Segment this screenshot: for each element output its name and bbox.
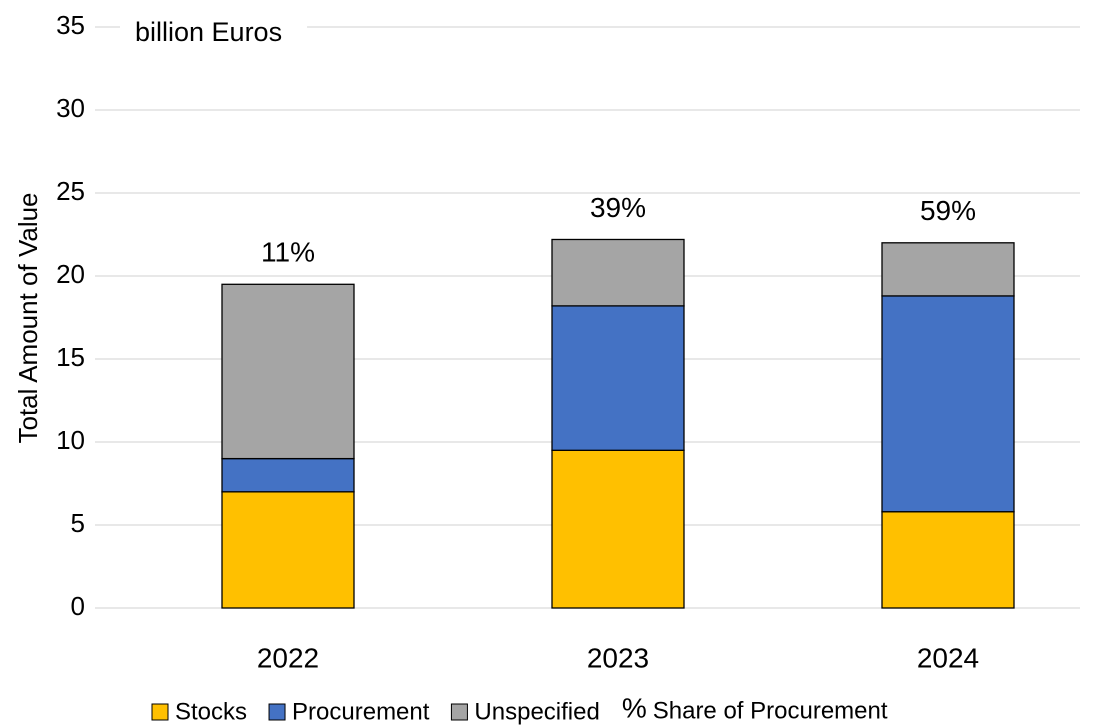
- y-tick-label: 30: [56, 93, 85, 123]
- legend-label: Unspecified: [474, 698, 599, 725]
- unit-label: billion Euros: [135, 17, 282, 47]
- x-tick-label: 2022: [257, 642, 319, 673]
- y-tick-label: 5: [71, 508, 85, 538]
- share-label: 39%: [590, 192, 646, 223]
- y-tick-label: 25: [56, 176, 85, 206]
- unit-backing: [120, 7, 308, 47]
- y-tick-label: 10: [56, 425, 85, 455]
- bar-segment: [881, 295, 1015, 513]
- bar-segment: [221, 457, 355, 493]
- legend-label: Stocks: [175, 698, 247, 725]
- y-axis-label: Total Amount of Value: [13, 192, 43, 443]
- bar-segment: [221, 283, 355, 460]
- legend-marker: %: [622, 692, 647, 723]
- y-tick-label: 0: [71, 591, 85, 621]
- legend-swatch: [450, 703, 468, 721]
- bar-segment: [881, 511, 1015, 609]
- bar-segment: [551, 449, 685, 609]
- legend-swatch: [151, 703, 169, 721]
- legend-label: Procurement: [292, 698, 430, 725]
- legend-label: Share of Procurement: [653, 697, 888, 724]
- x-tick-label: 2023: [587, 642, 649, 673]
- y-tick-label: 15: [56, 342, 85, 372]
- bar-segment: [551, 238, 685, 307]
- share-label: 11%: [261, 237, 315, 268]
- legend-swatch: [268, 703, 286, 721]
- bar-segment: [221, 491, 355, 609]
- y-tick-label: 35: [56, 10, 85, 40]
- bar-segment: [881, 242, 1015, 297]
- x-tick-label: 2024: [917, 642, 979, 673]
- share-label: 59%: [920, 195, 976, 226]
- bar-segment: [551, 305, 685, 451]
- y-tick-label: 20: [56, 259, 85, 289]
